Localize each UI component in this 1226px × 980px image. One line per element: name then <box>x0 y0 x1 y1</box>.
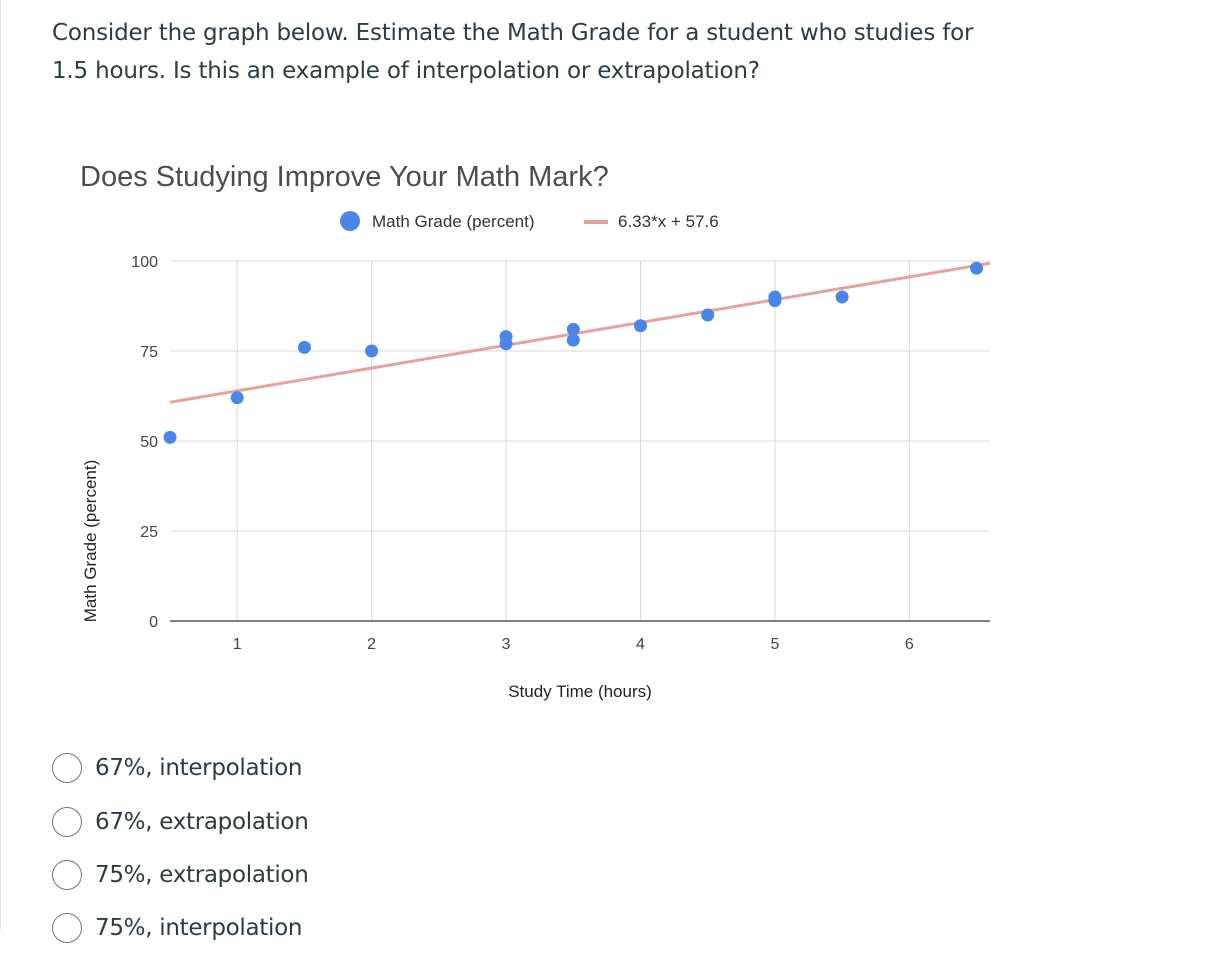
trendline-layer <box>169 261 991 404</box>
legend-series-label: Math Grade (percent) <box>372 212 535 231</box>
data-point <box>365 344 379 358</box>
data-point <box>835 290 849 304</box>
data-point <box>230 391 244 405</box>
data-point <box>297 340 311 354</box>
answer-label: 67%, interpolation <box>95 755 303 781</box>
legend-trendline-marker <box>584 220 608 224</box>
y-tick-label: 0 <box>149 614 158 631</box>
x-tick-label: 1 <box>233 636 242 653</box>
trendline <box>169 261 991 404</box>
content-left-border <box>0 0 1 930</box>
data-point <box>566 333 580 347</box>
legend-series-marker <box>340 211 360 231</box>
answer-label: 75%, interpolation <box>95 915 303 941</box>
data-point <box>768 294 782 308</box>
x-tick-label: 3 <box>502 636 511 653</box>
y-tick-label: 50 <box>140 434 158 451</box>
x-tick-label: 6 <box>905 636 914 653</box>
y-axis-title: Math Grade (percent) <box>81 460 100 623</box>
answer-option-3[interactable]: 75%, extrapolation <box>52 855 372 895</box>
x-axis-title: Study Time (hours) <box>508 682 652 701</box>
x-tick-label: 4 <box>636 636 645 653</box>
answer-option-2[interactable]: 67%, extrapolation <box>52 802 372 842</box>
answer-label: 75%, extrapolation <box>95 862 309 888</box>
answer-label: 67%, extrapolation <box>95 809 309 835</box>
chart-container: Does Studying Improve Your Math Mark? Ma… <box>0 140 1010 720</box>
y-tick-label: 100 <box>131 254 158 271</box>
chart-title: Does Studying Improve Your Math Mark? <box>80 161 609 193</box>
answer-option-1[interactable]: 67%, interpolation <box>52 748 372 788</box>
y-tick-label: 25 <box>140 524 158 541</box>
radio-button[interactable] <box>52 860 82 890</box>
chart-legend: Math Grade (percent) 6.33*x + 57.6 <box>340 211 719 231</box>
x-tick-label: 5 <box>770 636 779 653</box>
y-tick-label: 75 <box>140 344 158 361</box>
data-points <box>163 261 984 444</box>
tick-labels: 0 25 50 75 100 1 2 3 4 5 6 <box>131 254 914 653</box>
radio-button[interactable] <box>52 807 82 837</box>
data-point <box>499 337 513 351</box>
question-line-1: Consider the graph below. Estimate the M… <box>52 20 974 46</box>
data-point <box>970 261 984 275</box>
answer-option-4[interactable]: 75%, interpolation <box>52 908 372 948</box>
radio-button[interactable] <box>52 913 82 943</box>
data-point <box>566 322 580 336</box>
legend-trendline-label: 6.33*x + 57.6 <box>618 212 719 231</box>
grid-lines <box>170 260 990 621</box>
scatter-chart: Does Studying Improve Your Math Mark? Ma… <box>80 161 991 701</box>
data-point <box>163 430 177 444</box>
data-point <box>701 308 715 322</box>
radio-button[interactable] <box>52 753 82 783</box>
x-tick-label: 2 <box>367 636 376 653</box>
data-point <box>633 319 647 333</box>
question-text: Consider the graph below. Estimate the M… <box>52 14 1052 90</box>
question-line-2: 1.5 hours. Is this an example of interpo… <box>52 58 760 84</box>
